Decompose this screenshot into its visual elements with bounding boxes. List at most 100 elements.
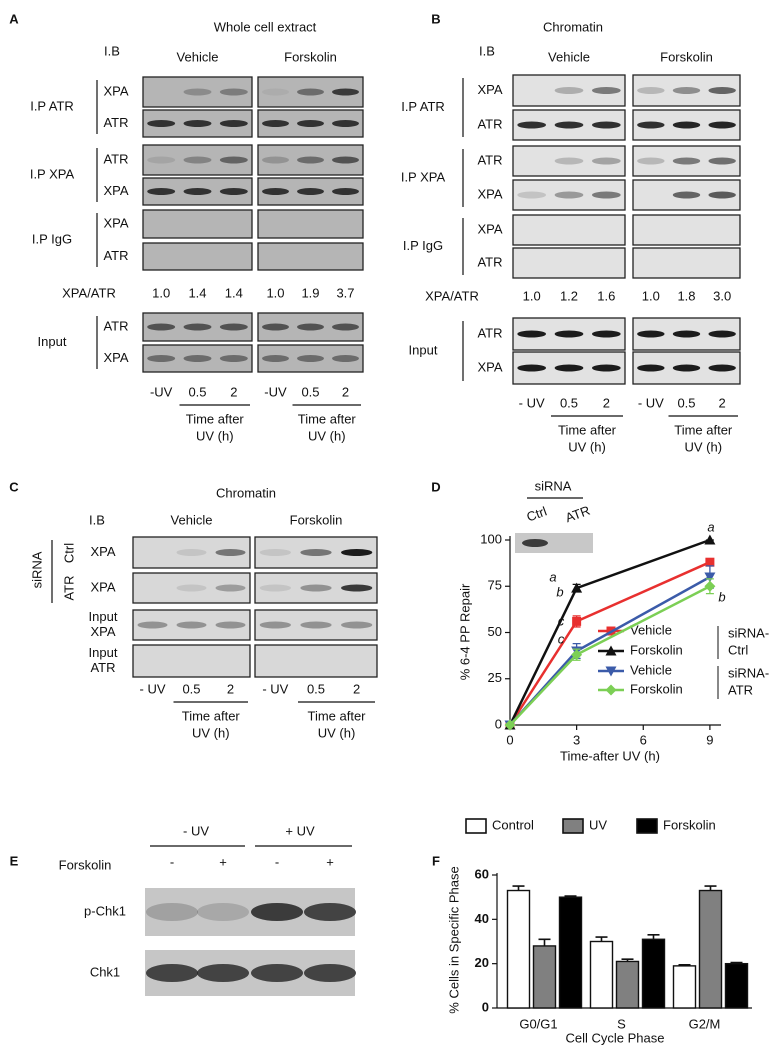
legend-swatch	[636, 818, 658, 834]
legend-label: Forskolin	[663, 817, 716, 832]
legend-group: siRNA-	[728, 625, 769, 640]
time-label: UV (h)	[684, 439, 722, 454]
lane-label: - UV	[140, 681, 166, 696]
marker	[571, 649, 583, 661]
panel-title: Chromatin	[216, 485, 276, 500]
band	[708, 157, 736, 165]
bar	[615, 960, 640, 1009]
band	[708, 87, 736, 94]
band	[591, 121, 621, 129]
band	[259, 621, 291, 629]
panel-label: E	[10, 853, 19, 868]
lane-label: - UV	[262, 681, 288, 696]
blot	[632, 214, 741, 246]
bar	[672, 965, 697, 1009]
band	[147, 120, 176, 127]
band	[183, 188, 212, 195]
blot	[257, 209, 364, 239]
row-label: ATR	[477, 325, 502, 340]
time-label: Time after	[298, 411, 357, 426]
band	[219, 88, 248, 96]
error-bar	[647, 934, 660, 940]
x-tick-label: 6	[640, 732, 647, 747]
band	[332, 120, 359, 127]
band	[183, 355, 212, 362]
band	[251, 903, 303, 921]
band	[219, 120, 248, 127]
panel-label: A	[9, 11, 19, 26]
x-tick-label: G2/M	[689, 1016, 721, 1031]
lane-label: -UV	[264, 384, 287, 399]
band	[251, 964, 303, 982]
lane-label: 2	[603, 395, 610, 410]
ip-label: I.P ATR	[30, 98, 74, 113]
band	[297, 188, 324, 195]
ratio-value: 1.0	[266, 285, 284, 300]
band	[672, 191, 701, 199]
band	[147, 323, 176, 331]
band	[183, 323, 212, 331]
band	[637, 121, 665, 129]
band	[146, 903, 198, 921]
legend-marker	[605, 645, 617, 656]
band	[259, 549, 291, 556]
uv-label: - UV	[183, 823, 209, 838]
ratio-value: 1.0	[642, 288, 660, 303]
annotation: c	[558, 631, 565, 646]
row-label: XPA	[477, 186, 502, 201]
band	[332, 323, 359, 331]
blot	[632, 247, 741, 279]
y-tick-label: 20	[475, 955, 489, 970]
time-label: Time after	[307, 708, 366, 723]
annotation: a	[549, 569, 556, 584]
sirna-label: siRNA	[29, 551, 44, 588]
time-label: Time after	[186, 411, 245, 426]
annotation: b	[556, 584, 563, 599]
marker	[704, 572, 716, 583]
band	[262, 188, 289, 195]
bar	[532, 945, 557, 1009]
bar	[698, 889, 723, 1009]
lane-label: 2	[719, 395, 726, 410]
band	[262, 88, 289, 96]
band	[554, 157, 584, 165]
blot	[142, 209, 253, 239]
bar	[506, 889, 531, 1009]
blot	[257, 242, 364, 271]
ratio-value: 1.0	[523, 288, 541, 303]
band	[197, 903, 249, 921]
row-label: XPA	[477, 221, 502, 236]
row-label: Input	[89, 645, 118, 660]
band	[262, 120, 289, 127]
band	[297, 355, 324, 362]
legend-label: Forskolin	[630, 681, 683, 696]
row-label: ATR	[103, 318, 128, 333]
blot	[142, 344, 253, 373]
panel-title: Chromatin	[543, 19, 603, 34]
sirna-group: ATR	[61, 575, 76, 600]
band	[300, 549, 332, 556]
band	[215, 584, 246, 592]
band	[554, 330, 584, 338]
lane-label: 0.5	[301, 384, 319, 399]
row-label: XPA	[477, 82, 502, 97]
band	[147, 355, 176, 362]
blot	[132, 572, 251, 604]
inset-title: siRNA	[535, 478, 572, 493]
band	[637, 87, 665, 94]
x-axis-label: Cell Cycle Phase	[566, 1030, 665, 1045]
time-label: UV (h)	[192, 725, 230, 740]
lane-label: 2	[342, 384, 349, 399]
y-tick-label: 0	[495, 716, 502, 731]
y-tick-label: 50	[488, 624, 502, 639]
band	[147, 156, 176, 164]
band	[197, 964, 249, 982]
band	[517, 191, 547, 199]
band	[304, 964, 356, 982]
row-label: XPA	[103, 215, 128, 230]
group-label: Forskolin	[290, 512, 343, 527]
blot	[254, 644, 378, 678]
x-tick-label: G0/G1	[519, 1016, 557, 1031]
ratio-label: XPA/ATR	[62, 285, 116, 300]
